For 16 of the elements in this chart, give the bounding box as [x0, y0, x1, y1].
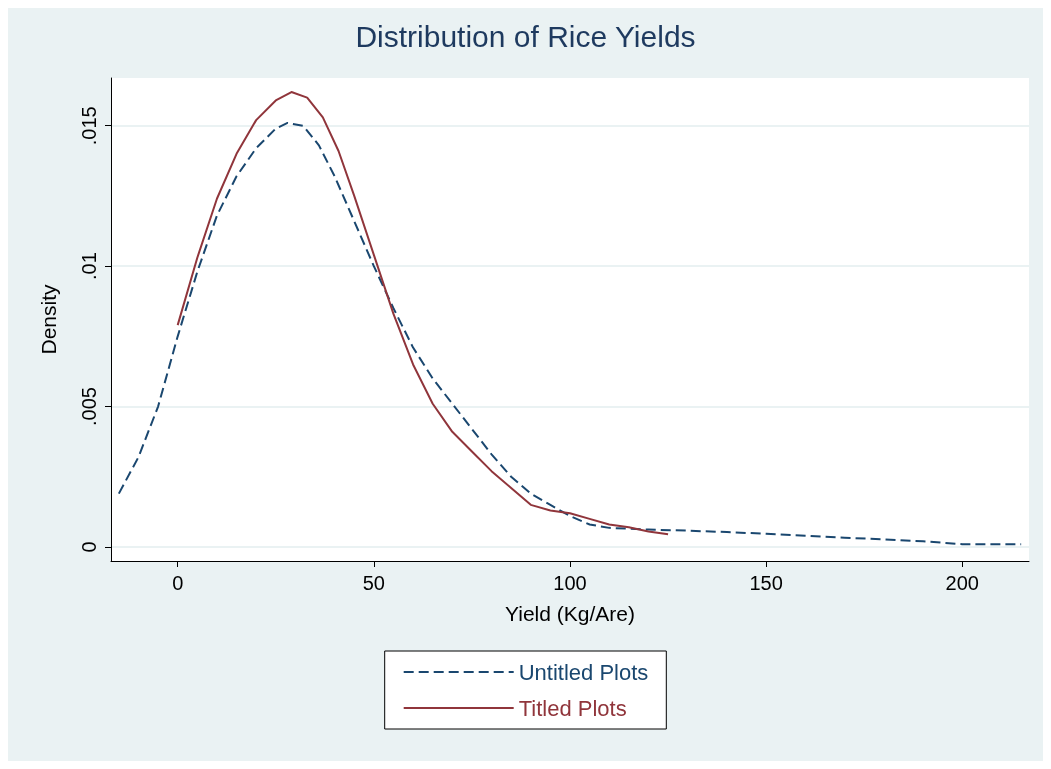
y-tick-label: 0	[78, 541, 100, 553]
text: Titled Plots	[518, 695, 627, 721]
chart-title: Distribution of Rice Yields	[355, 19, 696, 53]
x-tick-label: 150	[749, 572, 783, 594]
y-tick-label: .005	[78, 387, 100, 427]
line-series	[117, 121, 1023, 546]
y-tick-label: .01	[78, 252, 100, 281]
x-axis-title: Yield (Kg/Are)	[505, 602, 635, 625]
text: Untitled Plots	[518, 659, 649, 685]
x-tick-label: 0	[172, 572, 184, 594]
line-series	[176, 91, 670, 536]
y-tick-label: .015	[78, 106, 100, 146]
x-tick-label: 100	[553, 572, 587, 594]
y-axis-title: Density	[37, 283, 60, 355]
x-tick-label: 50	[362, 572, 385, 594]
x-tick-label: 200	[945, 572, 979, 594]
